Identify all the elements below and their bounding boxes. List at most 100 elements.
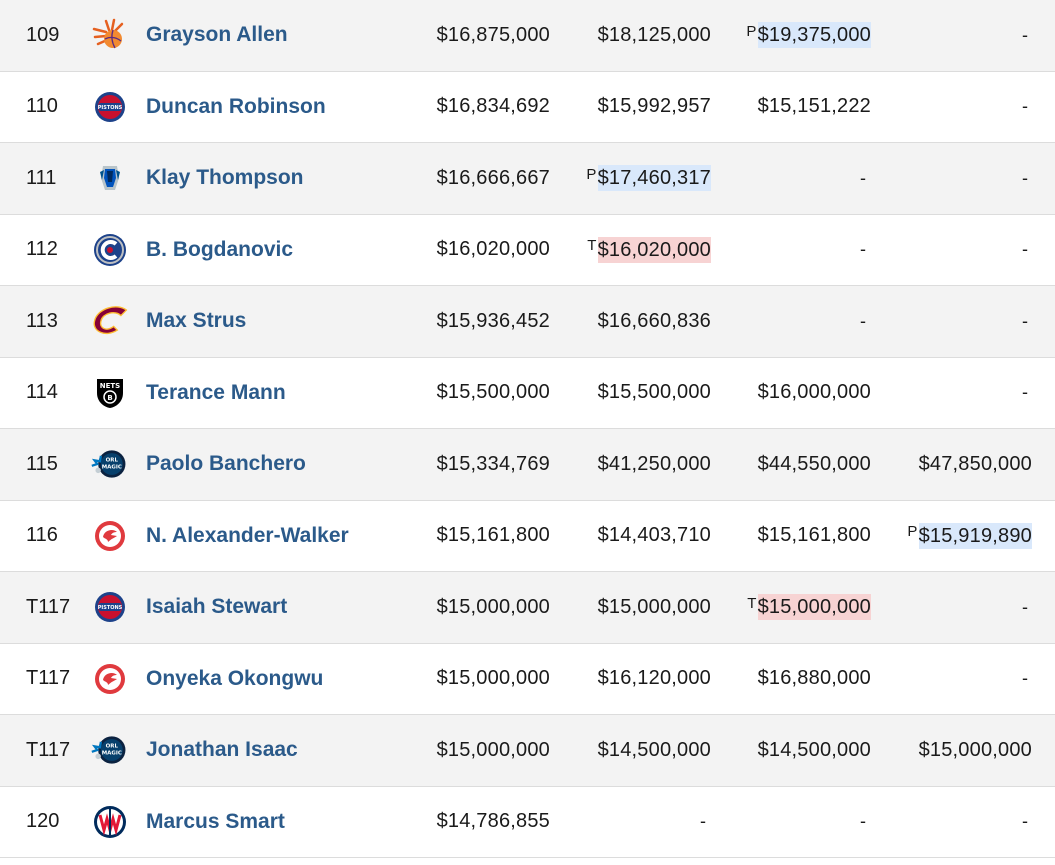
salary-s1: $15,936,452 (436, 309, 550, 332)
salary-s4: $47,850,000 (918, 452, 1032, 475)
salary-s3: P $19,375,000 (720, 0, 871, 71)
salary-empty-s3: - (860, 310, 866, 331)
table-row: 113 Max Strus $15,936,452 $16,660,836 - - (0, 286, 1055, 358)
salary-s1: $15,334,769 (436, 452, 550, 475)
salary-s1: $15,000,000 (436, 595, 550, 618)
table-row: 120 Marcus Smart $14,786,855 - - - (0, 787, 1055, 858)
salary-s3: T $15,000,000 (720, 572, 871, 643)
salary-empty-s4: - (1022, 596, 1028, 617)
salary-s1: $16,020,000 (436, 238, 550, 261)
salary-empty-s3: - (860, 811, 866, 832)
table-row: 111 Klay Thompson $16,666,667 P $17,460,317 -… (0, 143, 1055, 215)
salary-empty-s4: - (1022, 382, 1028, 403)
player-option-salary: $19,375,000 (757, 22, 871, 49)
rank: 111 (26, 166, 57, 189)
table-row: 110 PISTONS Duncan Robinson $16,834,692 $15,… (0, 72, 1055, 143)
dallas-mavericks-logo[interactable] (90, 143, 130, 214)
salary-s1: $16,666,667 (436, 166, 550, 189)
team-option-salary: $15,000,000 (757, 594, 871, 621)
la-clippers-logo[interactable] (90, 215, 130, 286)
player-name-link[interactable]: Max Strus (146, 309, 247, 333)
player-name-link[interactable]: Isaiah Stewart (146, 595, 288, 619)
player-name-link[interactable]: N. Alexander-Walker (146, 523, 349, 547)
salary-s2: $18,125,000 (597, 23, 711, 46)
salary-s2: T $16,020,000 (560, 215, 711, 286)
orlando-magic-logo[interactable]: ORL MAGIC (90, 715, 130, 786)
salary-s1: $15,500,000 (436, 381, 550, 404)
player-name-link[interactable]: Jonathan Isaac (146, 738, 298, 762)
washington-wizards-logo[interactable] (90, 787, 130, 858)
rank: 114 (26, 381, 58, 404)
rank: 115 (26, 452, 58, 475)
salary-s2: $15,992,957 (597, 95, 711, 118)
detroit-pistons-logo[interactable]: PISTONS (90, 572, 130, 643)
salary-empty-s4: - (1022, 310, 1028, 331)
table-row: T117 Onyeka Okongwu $15,000,000 $16,120,000… (0, 644, 1055, 715)
salary-s2: $16,120,000 (597, 667, 711, 690)
player-name-link[interactable]: Duncan Robinson (146, 94, 326, 118)
rank: T117 (26, 595, 71, 618)
svg-text:PISTONS: PISTONS (98, 605, 123, 611)
detroit-pistons-logo[interactable]: PISTONS (90, 72, 130, 143)
player-option-salary: $15,919,890 (918, 522, 1032, 549)
salary-empty-s4: - (1022, 96, 1028, 117)
table-row: T117 PISTONS Isaiah Stewart $15,000,000 $15,… (0, 572, 1055, 644)
salary-s1: $15,161,800 (436, 524, 550, 547)
team-option-salary: $16,020,000 (597, 236, 711, 263)
player-name-link[interactable]: Paolo Banchero (146, 452, 306, 476)
svg-text:ORL: ORL (106, 458, 119, 464)
salary-s3: $14,500,000 (757, 738, 871, 761)
player-name-link[interactable]: B. Bogdanovic (146, 237, 294, 261)
salary-s4: P $15,919,890 (880, 501, 1032, 572)
table-row: 114 NETS B Terance Mann $15,500,000 $15,500,0… (0, 358, 1055, 429)
salary-empty-s4: - (1022, 24, 1028, 45)
rank: T117 (26, 667, 71, 690)
salary-s2: $15,500,000 (597, 381, 711, 404)
salary-empty-s3: - (860, 239, 866, 260)
atlanta-hawks-logo[interactable] (90, 501, 130, 572)
player-name-link[interactable]: Grayson Allen (146, 23, 288, 47)
player-name-link[interactable]: Klay Thompson (146, 166, 304, 190)
salary-s2: $16,660,836 (597, 309, 711, 332)
rank: T117 (26, 738, 71, 761)
cleveland-cavaliers-logo[interactable] (90, 286, 130, 357)
salary-s2: $14,500,000 (597, 738, 711, 761)
rank: 112 (26, 238, 58, 261)
player-option-marker: P (746, 22, 757, 40)
atlanta-hawks-logo[interactable] (90, 644, 130, 715)
table-row: 116 N. Alexander-Walker $15,161,800 $14,403… (0, 501, 1055, 572)
phoenix-suns-logo[interactable] (90, 0, 130, 71)
rank: 110 (26, 95, 58, 118)
player-option-salary: $17,460,317 (597, 165, 711, 192)
rank: 113 (26, 309, 58, 332)
salary-s3: $15,151,222 (757, 95, 871, 118)
player-name-link[interactable]: Onyeka Okongwu (146, 666, 324, 690)
svg-text:MAGIC: MAGIC (102, 465, 122, 471)
rank: 109 (26, 23, 60, 46)
svg-text:B: B (107, 394, 112, 402)
salary-s4: $15,000,000 (918, 738, 1032, 761)
salary-s3: $15,161,800 (757, 524, 871, 547)
salary-empty-s2: - (700, 811, 706, 832)
table-row: 109 Grayson Allen $16,875,000 $18,125,000 P $… (0, 0, 1055, 72)
salary-s2: P $17,460,317 (560, 143, 711, 214)
salary-s3: $16,000,000 (757, 381, 871, 404)
salary-empty-s3: - (860, 167, 866, 188)
player-option-marker: P (586, 165, 597, 183)
rank: 116 (26, 524, 58, 547)
salary-empty-s4: - (1022, 167, 1028, 188)
salary-empty-s4: - (1022, 239, 1028, 260)
svg-text:PISTONS: PISTONS (98, 105, 123, 111)
player-name-link[interactable]: Terance Mann (146, 380, 286, 404)
brooklyn-nets-logo[interactable]: NETS B (90, 358, 130, 429)
svg-text:MAGIC: MAGIC (102, 751, 122, 757)
table-row: 112 B. Bogdanovic $16,020,000 T $16,020,000-… (0, 215, 1055, 286)
salary-s1: $16,875,000 (436, 23, 550, 46)
salary-s3: $44,550,000 (757, 452, 871, 475)
team-option-marker: T (587, 237, 597, 255)
rank: 120 (26, 810, 60, 833)
orlando-magic-logo[interactable]: ORL MAGIC (90, 429, 130, 500)
svg-text:ORL: ORL (106, 744, 119, 750)
player-name-link[interactable]: Marcus Smart (146, 809, 285, 833)
